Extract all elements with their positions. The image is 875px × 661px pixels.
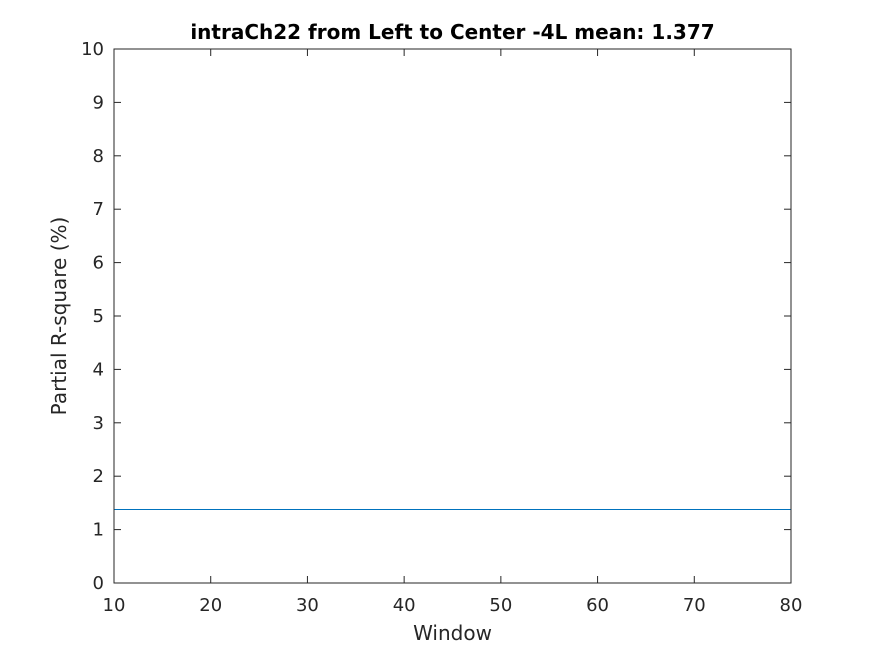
x-tick-label: 40 bbox=[393, 595, 416, 616]
y-tick-label: 8 bbox=[93, 146, 104, 167]
y-tick-label: 7 bbox=[93, 199, 104, 220]
y-tick-label: 3 bbox=[93, 413, 104, 434]
chart-title: intraCh22 from Left to Center -4L mean: … bbox=[190, 20, 714, 44]
x-tick-label: 50 bbox=[489, 595, 512, 616]
y-tick-label: 9 bbox=[93, 92, 104, 113]
plot-background bbox=[114, 49, 791, 583]
y-tick-label: 4 bbox=[93, 359, 104, 380]
x-tick-label: 30 bbox=[296, 595, 319, 616]
y-tick-label: 6 bbox=[93, 253, 104, 274]
y-tick-label: 10 bbox=[81, 39, 104, 60]
x-axis-ticks: 10 20 30 40 50 60 70 80 bbox=[103, 49, 803, 616]
y-tick-label: 2 bbox=[93, 466, 104, 487]
x-tick-label: 20 bbox=[199, 595, 222, 616]
y-tick-label: 5 bbox=[93, 306, 104, 327]
x-tick-label: 70 bbox=[683, 595, 706, 616]
y-axis-ticks: 0 1 2 3 4 5 6 7 8 9 10 bbox=[81, 39, 791, 594]
x-axis-label: Window bbox=[413, 621, 492, 645]
y-tick-label: 0 bbox=[93, 573, 104, 594]
x-tick-label: 10 bbox=[103, 595, 126, 616]
x-tick-label: 60 bbox=[586, 595, 609, 616]
y-axis-label: Partial R-square (%) bbox=[47, 217, 71, 416]
plot-area bbox=[114, 49, 791, 583]
x-tick-label: 80 bbox=[780, 595, 803, 616]
y-tick-label: 1 bbox=[93, 520, 104, 541]
